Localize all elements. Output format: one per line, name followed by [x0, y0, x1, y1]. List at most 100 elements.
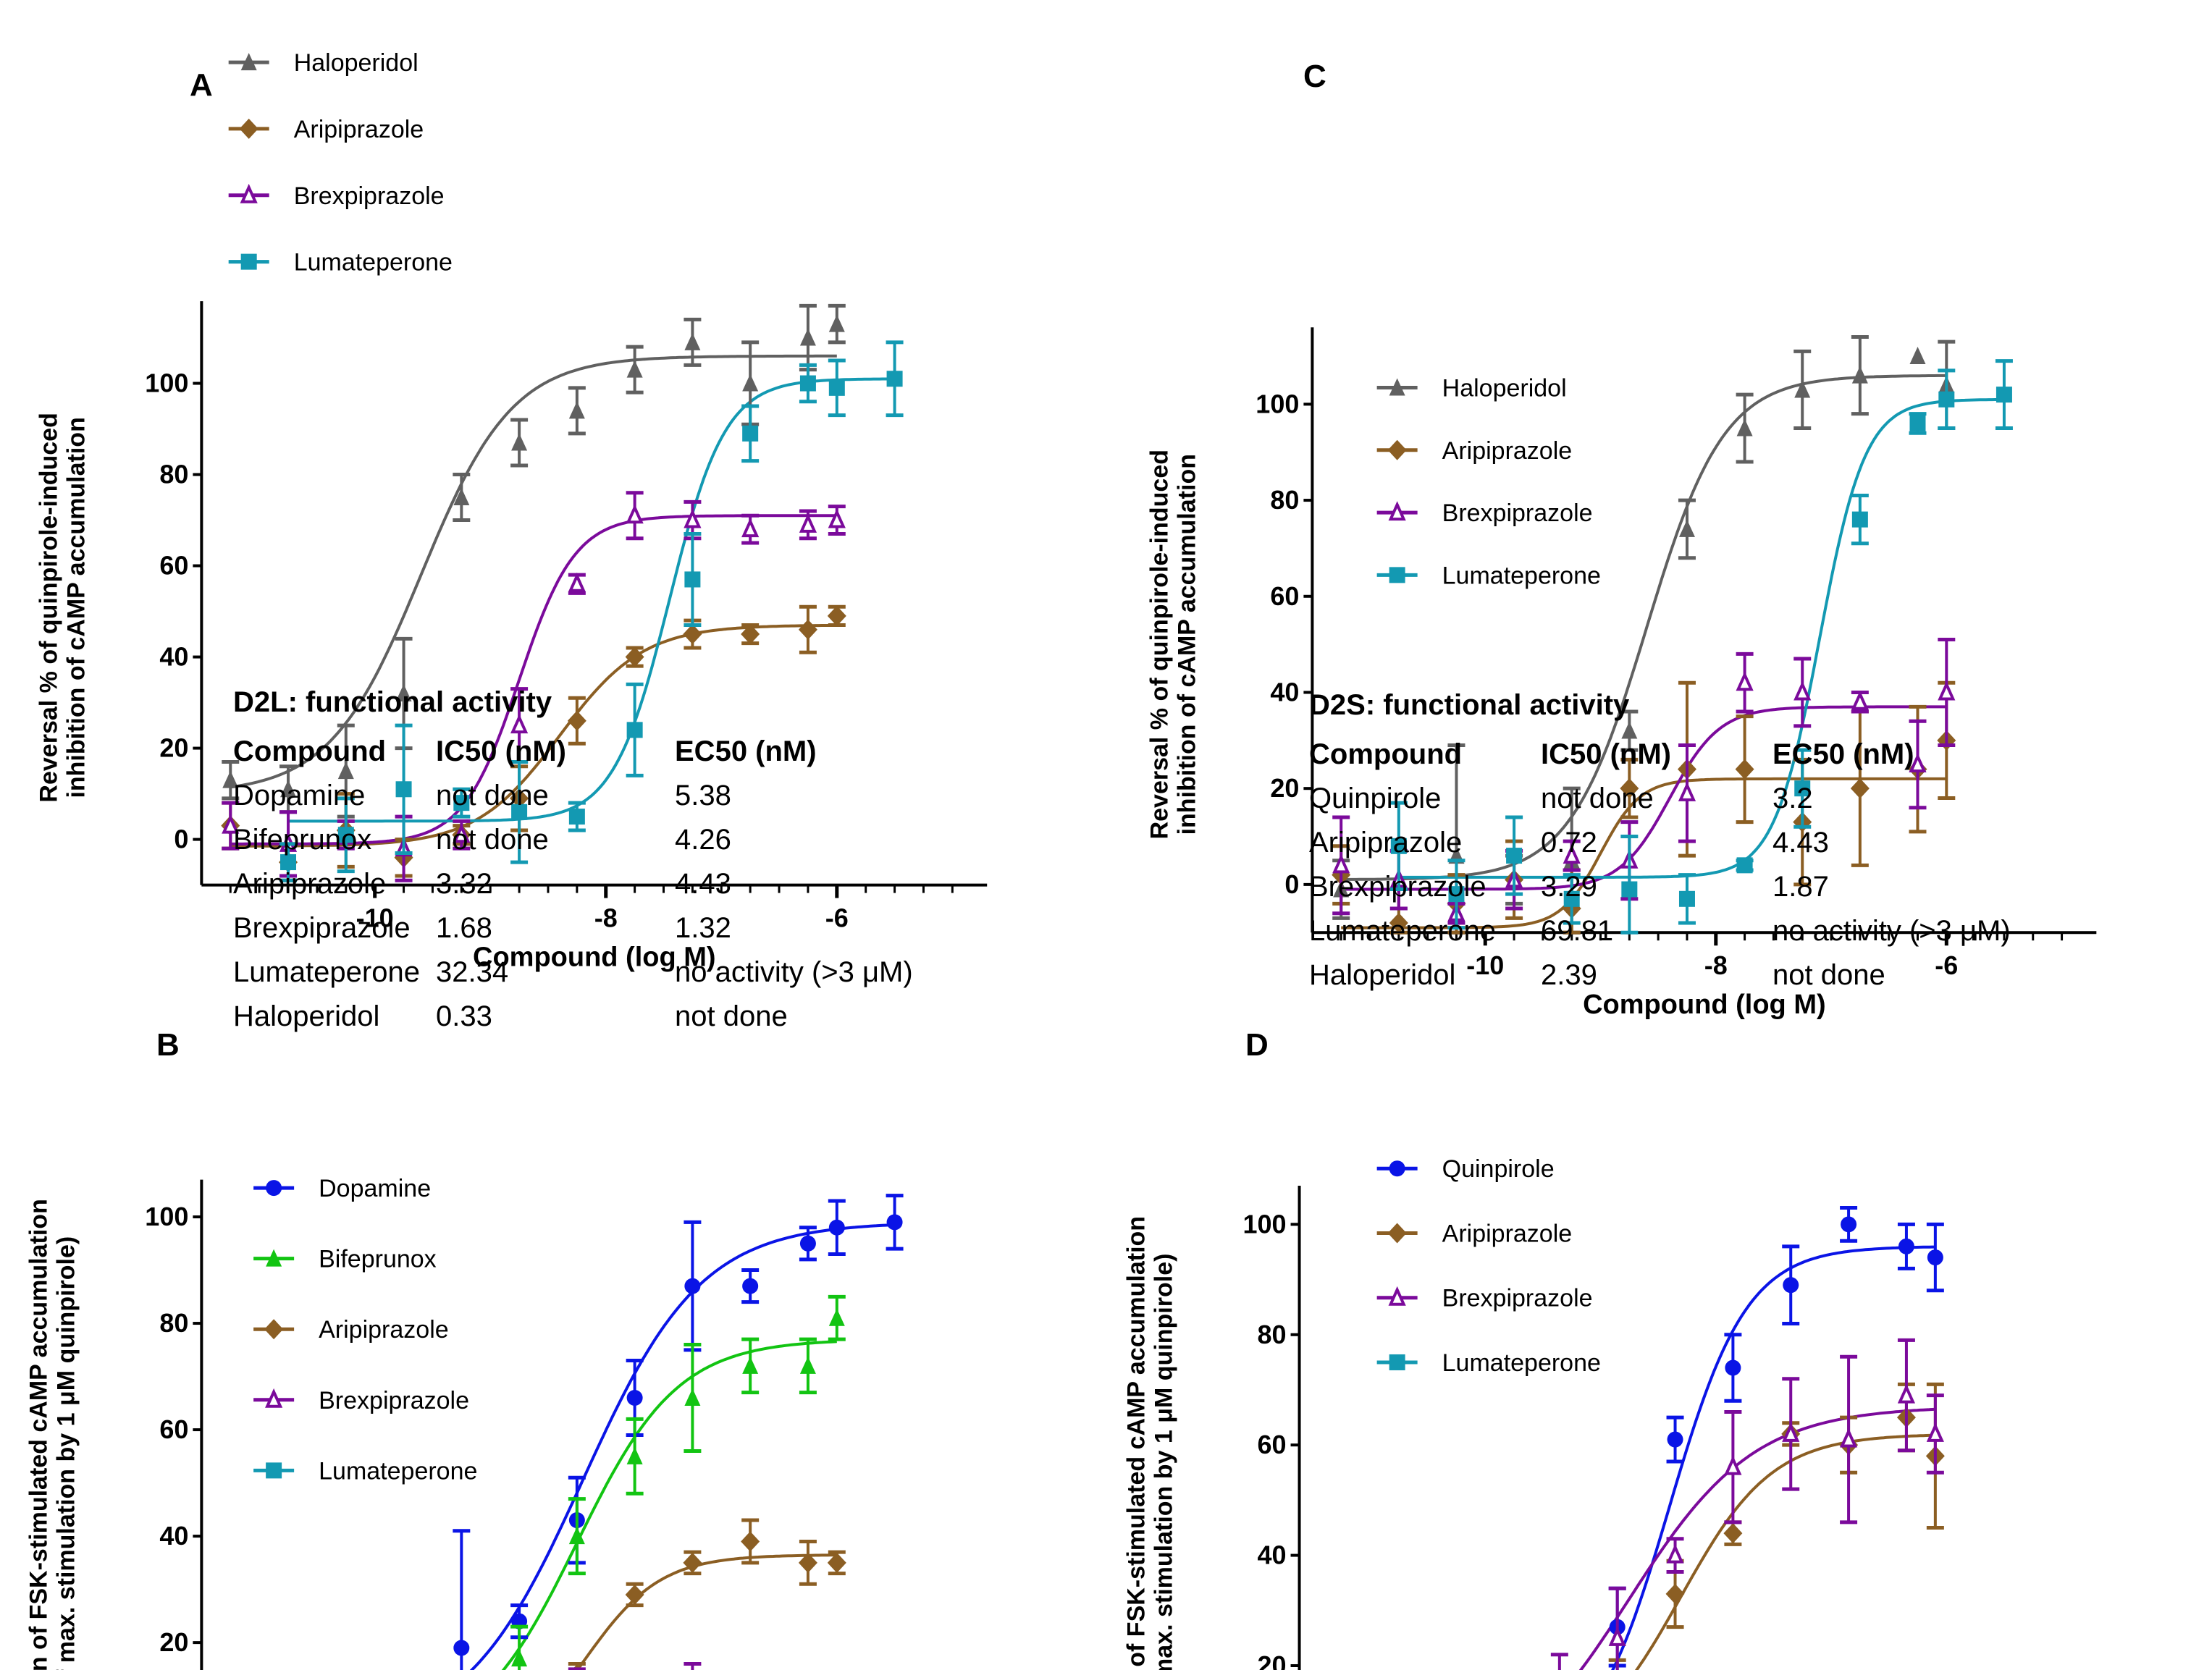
data-point: [798, 619, 817, 640]
data-point: [395, 683, 412, 701]
fit-curve-quinpirole: [1611, 1245, 1935, 1670]
data-point: [1723, 1523, 1743, 1544]
header-ec50: EC50 (nM): [1772, 738, 1914, 770]
compound-cell: Brexpiprazole: [233, 912, 411, 944]
table-row: Brexpiprazole 3.29 1.87: [1309, 865, 2011, 909]
data-point: [741, 624, 760, 645]
ic50-cell: 32.34: [436, 956, 509, 988]
data-point: [1506, 848, 1523, 864]
table-row: Bifeprunox not done 4.26: [233, 818, 913, 862]
data-point: [828, 314, 845, 332]
data-point: [1794, 780, 1811, 797]
ic50-cell: not done: [436, 780, 549, 811]
legend-label: Haloperidol: [1442, 375, 1567, 402]
series-brexpiprazole: [222, 491, 846, 882]
ec50-cell: no activity (>3 μM): [1772, 915, 2011, 947]
series-aripiprazole: [568, 1518, 846, 1670]
legend-marker-brexpiprazole: [1388, 501, 1406, 521]
data-point: [222, 770, 239, 788]
chart-panel-c: 0 20 40 60 80 100 -10 -8 -6 Compound (log M) Rever…: [1145, 327, 2097, 1020]
header-compound: Compound: [1309, 738, 1463, 770]
data-point: [1938, 680, 1956, 701]
fit-curve-dopamine: [469, 1223, 895, 1670]
data-point: [1563, 844, 1581, 864]
compound-cell: Lumateperone: [1309, 915, 1496, 947]
data-point: [741, 518, 760, 538]
data-point: [1390, 838, 1407, 854]
ec50-cell: 4.26: [675, 824, 731, 856]
legend-label: Quinpirole: [1442, 1155, 1555, 1183]
legend-label: Brexpiprazole: [1442, 1285, 1593, 1312]
ec50-cell: not done: [1772, 959, 1885, 991]
table-row: Lumateperone 69.81 no activity (>3 μM): [1309, 909, 2011, 953]
legend-label: Brexpiprazole: [1442, 499, 1593, 527]
fit-curve-aripiprazole: [1341, 777, 1947, 929]
data-point: [280, 780, 297, 798]
ic50-cell: 2.39: [1541, 959, 1597, 991]
y-axis-title-line: % inhibition of FSK-stimulated cAMP accu…: [1123, 1216, 1151, 1670]
legend-label: Lumateperone: [319, 1457, 477, 1485]
fit-curve-brexpiprazole: [1578, 1407, 1935, 1670]
ec50-cell: 1.32: [675, 912, 731, 944]
legend: Dopamine Bifeprunox Aripiprazole Brexpipraz…: [253, 1175, 477, 1485]
data-point: [799, 513, 817, 533]
x-tick-label: -6: [1935, 950, 1958, 980]
legend-label: Lumateperone: [294, 249, 453, 277]
legend-marker-aripiprazole: [264, 1319, 284, 1340]
data-point: [1793, 680, 1812, 701]
compound-cell: Brexpiprazole: [1309, 871, 1486, 903]
x-tick-label: -10: [356, 903, 394, 933]
legend-label: Aripiprazole: [319, 1316, 449, 1344]
data-point: [1909, 347, 1926, 365]
legend: Quinpirole Aripiprazole Brexpiprazole Lumat…: [1376, 1155, 1601, 1377]
y-axis-title-line: % inhibition of FSK-stimulated cAMP accu…: [25, 1199, 52, 1670]
data-point: [511, 804, 528, 820]
y-tick-label: 40: [1257, 1540, 1286, 1570]
table-row: Dopamine not done 5.38: [233, 774, 913, 818]
data-point: [511, 433, 528, 451]
data-point: [684, 1388, 701, 1406]
y-axis-title-line: (in % of max. stimulation by 1 μM quinpi…: [52, 1236, 80, 1670]
data-point: [1927, 1249, 1943, 1266]
table-row: Quinpirole not done 3.2: [1309, 777, 2011, 821]
data-point: [1736, 671, 1754, 691]
data-point: [337, 762, 354, 780]
y-tick-label: 20: [159, 1627, 188, 1657]
data-point: [1608, 1627, 1626, 1646]
data-point: [626, 1389, 643, 1406]
data-point: [828, 508, 846, 528]
y-tick-label: 40: [159, 642, 188, 672]
compound-cell: Dopamine: [233, 780, 366, 811]
y-tick-label: 40: [1270, 677, 1299, 707]
data-point: [798, 1552, 817, 1573]
data-point: [1667, 1431, 1683, 1448]
compound-cell: Haloperidol: [1309, 959, 1456, 991]
data-point: [1678, 890, 1695, 907]
legend-label: Brexpiprazole: [294, 182, 445, 210]
data-point: [453, 795, 470, 811]
data-point: [1735, 759, 1754, 780]
legend-marker-aripiprazole: [1387, 1223, 1407, 1244]
fit-curve-aripiprazole: [230, 623, 837, 848]
data-point: [827, 605, 846, 626]
data-point: [742, 1278, 759, 1294]
legend-label: Bifeprunox: [319, 1246, 437, 1273]
ec50-cell: 5.38: [675, 780, 731, 811]
ec50-cell: not done: [675, 1000, 788, 1032]
legend-marker-bifeprunox: [266, 1249, 282, 1267]
d2s-table-header-row: Compound IC50 (nM) EC50 (nM): [1309, 732, 2011, 777]
legend-marker-brexpiprazole: [240, 183, 258, 203]
series-lumateperone: [1389, 359, 2013, 935]
legend-label: Lumateperone: [1442, 1349, 1601, 1377]
y-tick-label: 60: [1257, 1430, 1286, 1459]
table-row: Aripiprazole 0.72 4.43: [1309, 821, 2011, 865]
data-point: [626, 360, 643, 378]
d2s-table-title: D2S: functional activity: [1309, 689, 1630, 721]
data-point: [1938, 391, 1955, 408]
data-point: [1841, 1216, 1857, 1233]
data-point: [1736, 857, 1753, 874]
chart-c-group: 0 20 40 60 80 100 -10 -8 -6 Compound (log M) Rever…: [1145, 327, 2097, 1020]
data-point: [1851, 511, 1868, 528]
